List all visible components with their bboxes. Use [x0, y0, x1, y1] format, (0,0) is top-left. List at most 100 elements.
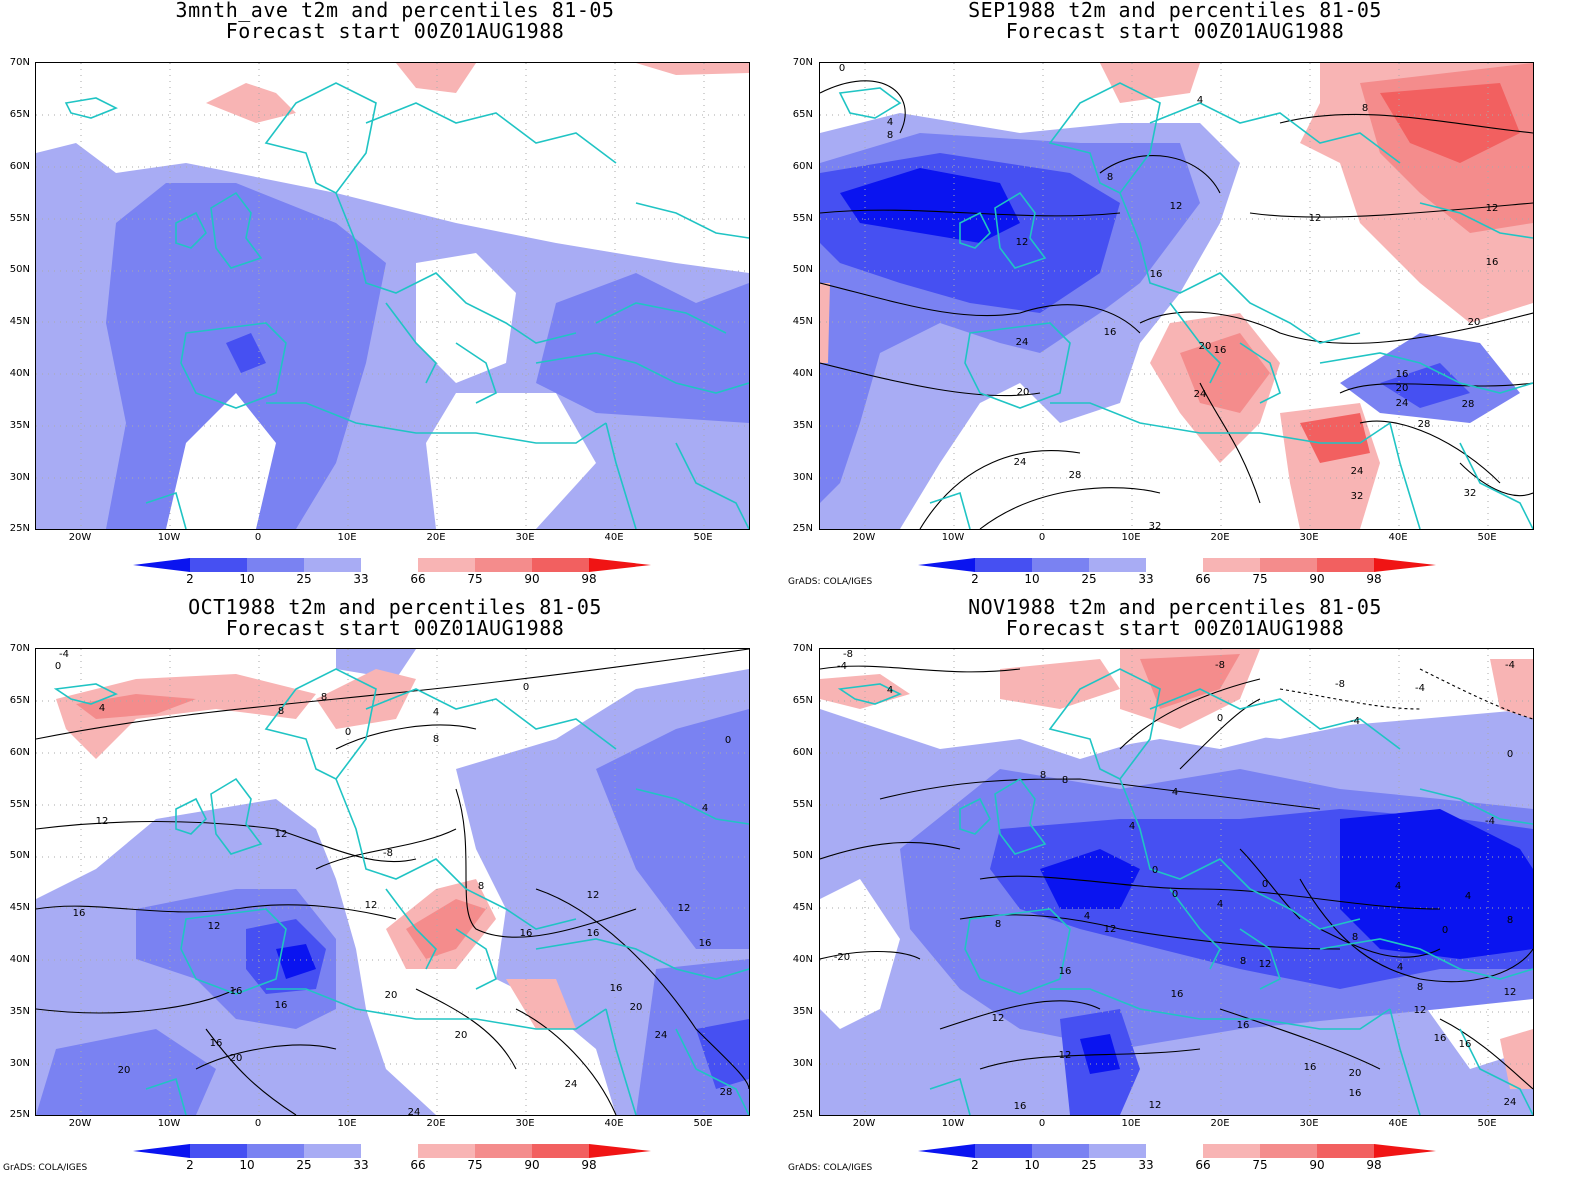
contour-label: 24	[1504, 1097, 1517, 1108]
contour-label: 16	[1014, 1101, 1027, 1112]
contour-label: 8	[433, 734, 439, 745]
contour-label: 12	[587, 890, 600, 901]
contour-label: 12	[1504, 987, 1517, 998]
lon-label: 0	[1038, 1118, 1046, 1129]
anomaly-shading-red75	[1180, 333, 1270, 413]
colorbar-label: 25	[1081, 572, 1097, 586]
contour-label: 12	[1104, 924, 1117, 935]
lat-label: 30N	[9, 1058, 30, 1069]
contour-label: 28	[720, 1087, 733, 1098]
lat-label: 55N	[9, 799, 30, 810]
anomaly-shading-red66	[820, 283, 830, 363]
lat-label: 40N	[792, 368, 813, 379]
coastlines	[53, 668, 749, 1115]
anomaly-shading-red66	[396, 63, 476, 93]
map-svg	[36, 63, 749, 529]
contour-label: -8	[1335, 679, 1345, 690]
lon-label: 20W	[68, 1118, 92, 1129]
anomaly-shading-white	[166, 393, 276, 529]
lat-label: 65N	[792, 695, 813, 706]
contour-label: 20	[230, 1053, 243, 1064]
contour-label: 0	[1507, 749, 1513, 760]
contour-label: 0	[523, 682, 529, 693]
lat-label: 35N	[792, 420, 813, 431]
map-area: 0 4 8 4 8 8 12 12 12 12 16 16 16 24 20 2…	[819, 62, 1534, 530]
contour-label: 4	[1172, 787, 1178, 798]
contour-label: 24	[655, 1030, 668, 1041]
contour-label: -8	[843, 649, 853, 660]
contour-label: -4	[1350, 716, 1360, 727]
lon-label: 50E	[1477, 1118, 1497, 1129]
contour-label: 12	[678, 903, 691, 914]
contour-label: 4	[1395, 881, 1401, 892]
panel-title-line2: Forecast start 00Z01AUG1988	[225, 19, 565, 43]
lat-label: 70N	[9, 57, 30, 68]
colorbar-label: 33	[1138, 1158, 1154, 1172]
lon-label: 20W	[68, 532, 92, 543]
anomaly-shading-blue10	[226, 333, 266, 373]
anomaly-shading-blue25	[596, 709, 749, 949]
lat-label: 50N	[9, 850, 30, 861]
lon-label: 30E	[1299, 532, 1319, 543]
anomaly-shading-blue33	[336, 649, 416, 679]
lat-label: 55N	[792, 799, 813, 810]
contour-label: 12	[1259, 959, 1272, 970]
grads-credit: GrADS: COLA/IGES	[788, 1163, 873, 1173]
contour-label: 0	[1217, 713, 1223, 724]
anomaly-shading-blue2	[1040, 849, 1140, 909]
contour-label: -8	[383, 848, 393, 859]
lon-label: 20W	[852, 532, 876, 543]
anomaly-shading-red66	[1000, 659, 1120, 709]
contour-label: 16	[587, 928, 600, 939]
contour-label: 8	[321, 692, 327, 703]
lat-label: 25N	[9, 523, 30, 534]
contour-label: 28	[1462, 399, 1475, 410]
contour-label: 16	[1304, 1062, 1317, 1073]
panel-sep1988: SEP1988 t2m and percentiles 81-05 Foreca…	[785, 0, 1596, 590]
contour-label: -20	[834, 952, 850, 963]
panel-title-line2: Forecast start 00Z01AUG1988	[1005, 19, 1345, 43]
lon-label: 40E	[604, 1118, 624, 1129]
contour-label: 12	[208, 921, 221, 932]
lon-label: 50E	[693, 1118, 713, 1129]
lat-label: 55N	[9, 213, 30, 224]
lon-label: 10E	[337, 532, 357, 543]
panel-title-line1: 3mnth_ave t2m and percentiles 81-05	[175, 0, 615, 22]
contour-label: 24	[1194, 389, 1207, 400]
colorbar	[918, 558, 1436, 572]
contour-label: 4	[702, 803, 708, 814]
contour-label: 16	[210, 1038, 223, 1049]
lon-label: 20E	[426, 1118, 446, 1129]
lat-label: 65N	[792, 109, 813, 120]
contour-label: 8	[1062, 775, 1068, 786]
contour-labels: -4 0 4 8 8 0 4 8 0 12 12 -8 8 12 16 16 1…	[55, 649, 733, 1115]
contour-label: 16	[230, 986, 243, 997]
contour-label: 32	[1464, 488, 1477, 499]
lon-label: 0	[254, 532, 262, 543]
lat-label: 40N	[792, 954, 813, 965]
contour-label: 12	[1170, 201, 1183, 212]
contour-label: 20	[1468, 317, 1481, 328]
gridlines	[36, 63, 749, 529]
lon-label: 10E	[337, 1118, 357, 1129]
lat-label: 50N	[792, 850, 813, 861]
lat-label: 45N	[9, 316, 30, 327]
colorbar-label: 90	[524, 1158, 540, 1172]
anomaly-shading-red75	[406, 899, 486, 959]
contour-label: 24	[1014, 457, 1027, 468]
anomaly-shading-white	[416, 253, 516, 383]
contour-label: 12	[96, 816, 109, 827]
lat-label: 45N	[792, 316, 813, 327]
lat-label: 70N	[9, 643, 30, 654]
lat-label: 40N	[9, 368, 30, 379]
lat-label: 60N	[9, 747, 30, 758]
map-svg: -8 -4 4 -8 0 -4 -4 -8 -4 0 8 8 4 4 4 -4 …	[820, 649, 1533, 1115]
contour-label: 4	[1465, 891, 1471, 902]
grads-credit: GrADS: COLA/IGES	[788, 577, 873, 587]
contour-label: 20	[1349, 1068, 1362, 1079]
colorbar	[918, 1144, 1436, 1158]
contour-labels: -8 -4 4 -8 0 -4 -4 -8 -4 0 8 8 4 4 4 -4 …	[834, 649, 1517, 1112]
contour-label: -8	[1215, 660, 1225, 671]
contour-label: 20	[455, 1030, 468, 1041]
contour-label: 24	[1016, 337, 1029, 348]
